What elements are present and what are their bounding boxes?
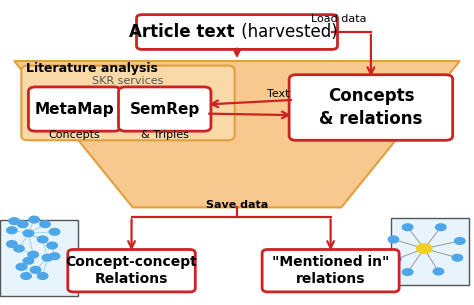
Text: Text: Text <box>267 89 289 99</box>
FancyBboxPatch shape <box>0 220 78 296</box>
Circle shape <box>37 273 48 279</box>
Circle shape <box>37 236 48 243</box>
Text: SemRep: SemRep <box>129 102 200 117</box>
Circle shape <box>455 238 465 244</box>
Text: "Mentioned in"
relations: "Mentioned in" relations <box>272 255 389 286</box>
Circle shape <box>452 254 463 261</box>
Circle shape <box>7 241 17 247</box>
Circle shape <box>21 273 31 279</box>
FancyBboxPatch shape <box>289 75 453 140</box>
Circle shape <box>16 264 27 270</box>
FancyBboxPatch shape <box>137 15 337 49</box>
Text: & Triples: & Triples <box>141 130 189 140</box>
Circle shape <box>388 236 399 243</box>
Circle shape <box>391 256 401 263</box>
Circle shape <box>402 269 413 275</box>
Circle shape <box>18 221 28 228</box>
Circle shape <box>40 221 50 228</box>
Circle shape <box>49 228 60 235</box>
Circle shape <box>436 224 446 231</box>
Circle shape <box>42 254 53 261</box>
Text: Literature analysis: Literature analysis <box>26 62 158 75</box>
Circle shape <box>30 267 41 273</box>
Circle shape <box>49 253 60 260</box>
FancyBboxPatch shape <box>21 66 235 140</box>
Circle shape <box>417 244 432 253</box>
Circle shape <box>9 218 19 224</box>
Circle shape <box>23 230 34 237</box>
Circle shape <box>14 245 24 252</box>
FancyBboxPatch shape <box>68 249 195 292</box>
Text: MetaMap: MetaMap <box>35 102 114 117</box>
Circle shape <box>29 216 39 223</box>
Text: SKR services: SKR services <box>92 76 164 86</box>
Text: Article text: Article text <box>129 23 235 41</box>
Circle shape <box>7 227 17 234</box>
Circle shape <box>402 224 413 231</box>
Circle shape <box>47 242 57 249</box>
Text: Concept-concept
Relations: Concept-concept Relations <box>66 255 197 286</box>
FancyBboxPatch shape <box>391 218 469 285</box>
FancyBboxPatch shape <box>28 87 121 131</box>
Text: Concepts: Concepts <box>49 130 100 140</box>
Text: (harvested): (harvested) <box>236 23 337 41</box>
FancyBboxPatch shape <box>262 249 399 292</box>
Polygon shape <box>14 61 460 207</box>
Text: Save data: Save data <box>206 200 268 210</box>
Text: Concepts
& relations: Concepts & relations <box>319 87 423 128</box>
Circle shape <box>28 251 38 258</box>
FancyBboxPatch shape <box>118 87 211 131</box>
Circle shape <box>23 257 34 264</box>
Text: Load data: Load data <box>310 14 366 24</box>
Circle shape <box>433 268 444 275</box>
